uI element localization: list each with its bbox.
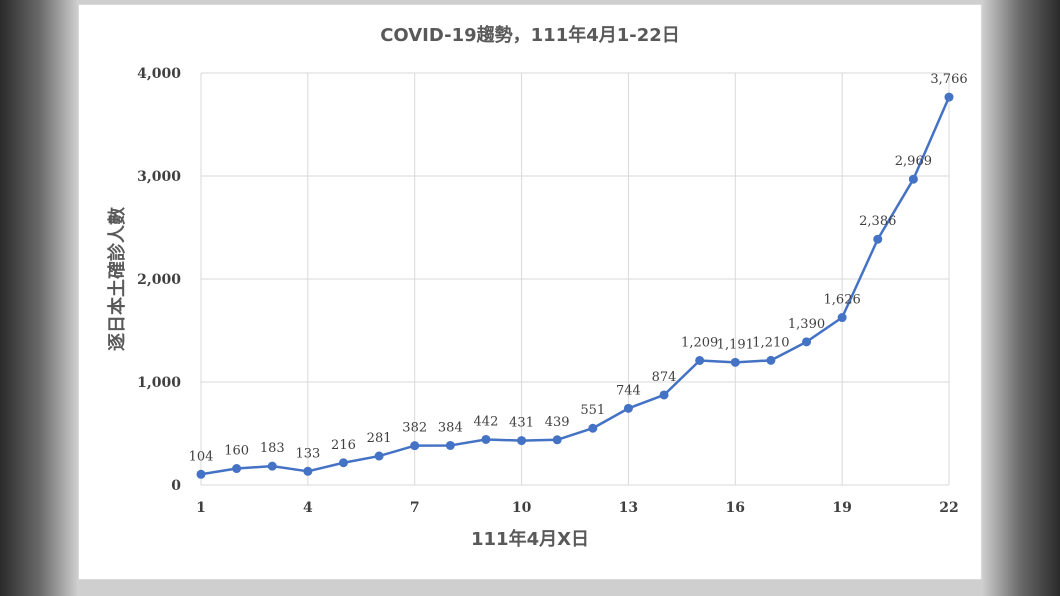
- chart-card: COVID-19趨勢，111年4月1-22日 0 1,000 2,000 3,000 4…: [78, 4, 982, 580]
- x-tick-label: 1: [196, 500, 206, 516]
- data-point: [517, 436, 527, 446]
- data-point: [552, 435, 562, 445]
- x-tick-label: 22: [939, 500, 958, 516]
- data-point: [445, 440, 455, 450]
- y-tick-label: 3,000: [137, 169, 181, 185]
- data-point: [196, 469, 206, 479]
- x-axis-title: 111年4月X日: [471, 528, 589, 550]
- data-point: [837, 313, 847, 323]
- data-point: [481, 434, 491, 444]
- data-label: 183: [260, 441, 285, 456]
- data-label: 281: [367, 431, 392, 446]
- data-point: [374, 451, 384, 461]
- data-point: [802, 337, 812, 347]
- y-tick-label: 2,000: [137, 272, 181, 288]
- data-point: [766, 355, 776, 365]
- data-label: 1,626: [824, 293, 861, 308]
- series-line: [200, 96, 951, 476]
- data-label: 382: [402, 421, 427, 436]
- gridlines: [200, 72, 950, 486]
- data-point: [695, 355, 705, 365]
- y-axis-title: 逐日本土確診人數: [106, 207, 128, 351]
- data-label: 442: [474, 414, 499, 429]
- data-points: [196, 92, 954, 479]
- data-point: [873, 234, 883, 244]
- data-point: [730, 357, 740, 367]
- data-label: 216: [331, 438, 356, 453]
- data-labels: 104 160 183 133 216 281 382 384 442 431 439 551 744 8…: [189, 72, 968, 464]
- data-point: [659, 390, 669, 400]
- data-point: [623, 403, 633, 413]
- x-tick-label: 4: [303, 500, 313, 516]
- x-tick-label: 16: [726, 500, 745, 516]
- data-point: [338, 458, 348, 468]
- line-chart: COVID-19趨勢，111年4月1-22日 0 1,000 2,000 3,000 4…: [106, 24, 968, 550]
- data-label: 431: [509, 416, 534, 431]
- data-label: 1,209: [681, 335, 718, 350]
- y-tick-label: 0: [171, 478, 181, 494]
- data-label: 2,969: [895, 154, 932, 169]
- data-label: 104: [189, 449, 214, 464]
- data-point: [303, 466, 313, 476]
- data-point: [232, 464, 242, 474]
- data-label: 3,766: [930, 72, 967, 87]
- data-label: 1,390: [788, 317, 825, 332]
- x-tick-labels: 1 4 7 10 13 16 19 22: [196, 500, 959, 516]
- data-label: 551: [580, 403, 605, 418]
- data-label: 874: [652, 370, 677, 385]
- y-tick-label: 4,000: [137, 66, 181, 82]
- chart-title: COVID-19趨勢，111年4月1-22日: [380, 24, 680, 46]
- data-label: 1,191: [717, 337, 754, 352]
- data-point: [908, 174, 918, 184]
- x-tick-label: 10: [512, 500, 532, 516]
- x-tick-label: 19: [832, 500, 851, 516]
- data-label: 2,386: [859, 214, 896, 229]
- x-tick-label: 13: [619, 500, 638, 516]
- data-label: 1,210: [752, 335, 789, 350]
- data-point: [267, 461, 277, 471]
- data-point: [944, 92, 954, 102]
- y-tick-label: 1,000: [137, 375, 181, 391]
- data-point: [410, 441, 420, 451]
- data-point: [588, 423, 598, 433]
- data-label: 744: [616, 383, 641, 398]
- data-label: 160: [224, 444, 249, 459]
- data-label: 384: [438, 420, 463, 435]
- data-label: 439: [545, 415, 570, 430]
- y-tick-labels: 0 1,000 2,000 3,000 4,000: [137, 66, 181, 494]
- data-label: 133: [295, 446, 320, 461]
- x-tick-label: 7: [410, 500, 420, 516]
